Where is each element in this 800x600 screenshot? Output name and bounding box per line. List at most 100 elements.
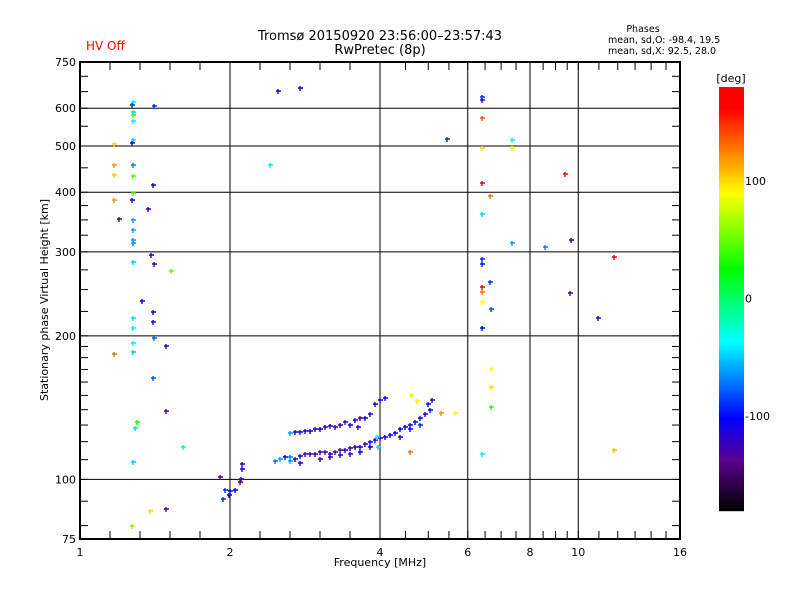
colorbar-band — [719, 169, 744, 172]
data-point — [149, 253, 154, 258]
data-point — [489, 307, 494, 312]
colorbar-band — [719, 439, 744, 442]
data-point — [368, 445, 373, 450]
colorbar-band — [719, 341, 744, 344]
colorbar-band — [719, 253, 744, 256]
data-point — [489, 385, 494, 390]
data-point — [376, 445, 381, 450]
data-point — [135, 420, 140, 425]
colorbar-band — [719, 267, 744, 270]
data-point — [338, 423, 343, 428]
colorbar-band — [719, 505, 744, 508]
phases-stats-x: mean, sd,X: 92.5, 28.0 — [608, 46, 716, 57]
data-point — [130, 103, 135, 108]
data-point — [308, 452, 313, 457]
data-point — [298, 454, 303, 459]
colorbar-band — [719, 437, 744, 440]
colorbar-band — [719, 215, 744, 218]
colorbar-band — [719, 145, 744, 148]
colorbar-band — [719, 429, 744, 432]
data-point — [318, 450, 323, 455]
colorbar-band — [719, 337, 744, 340]
data-point — [489, 405, 494, 410]
data-point — [348, 446, 353, 451]
data-point — [288, 459, 293, 464]
data-point — [131, 228, 136, 233]
colorbar-band — [719, 101, 744, 104]
colorbar-band — [719, 251, 744, 254]
colorbar-band — [719, 317, 744, 320]
colorbar-band — [719, 185, 744, 188]
data-point — [308, 429, 313, 434]
data-point — [358, 445, 363, 450]
data-point — [140, 299, 145, 304]
colorbar-band — [719, 189, 744, 192]
colorbar-band — [719, 397, 744, 400]
data-point — [238, 480, 243, 485]
x-axis-label: Frequency [MHz] — [334, 556, 426, 569]
colorbar-band — [719, 207, 744, 210]
colorbar-band — [719, 489, 744, 492]
colorbar-band — [719, 165, 744, 168]
colorbar-band — [719, 483, 744, 486]
colorbar-band — [719, 491, 744, 494]
colorbar-band — [719, 345, 744, 348]
colorbar-band — [719, 117, 744, 120]
colorbar-band — [719, 263, 744, 266]
colorbar-band — [719, 423, 744, 426]
data-point — [323, 425, 328, 430]
colorbar-band — [719, 201, 744, 204]
data-point — [151, 320, 156, 325]
data-point — [445, 137, 450, 142]
colorbar-band — [719, 257, 744, 260]
data-point — [239, 477, 244, 482]
colorbar-tick-label: 0 — [745, 293, 752, 306]
data-point — [398, 427, 403, 432]
data-point — [510, 241, 515, 246]
data-point — [313, 452, 318, 457]
colorbar-band — [719, 403, 744, 406]
phases-stats-o: mean, sd,O: -98.4, 19.5 — [608, 35, 720, 46]
data-point — [323, 450, 328, 455]
colorbar-band — [719, 309, 744, 312]
colorbar-band — [719, 227, 744, 230]
colorbar-band — [719, 381, 744, 384]
data-point — [303, 452, 308, 457]
colorbar-band — [719, 103, 744, 106]
data-point — [283, 455, 288, 460]
x-tick-label: 8 — [527, 546, 534, 559]
colorbar-band — [719, 91, 744, 94]
colorbar-band — [719, 339, 744, 342]
colorbar-band — [719, 373, 744, 376]
colorbar-band — [719, 221, 744, 224]
colorbar-band — [719, 97, 744, 100]
data-point — [612, 448, 617, 453]
colorbar-band — [719, 307, 744, 310]
data-point — [368, 412, 373, 417]
colorbar-band — [719, 123, 744, 126]
data-point — [131, 100, 136, 105]
colorbar-band — [719, 195, 744, 198]
data-point — [318, 427, 323, 432]
colorbar-band — [719, 371, 744, 374]
data-point — [328, 424, 333, 429]
data-point — [403, 425, 408, 430]
data-point — [112, 352, 117, 357]
colorbar-band — [719, 255, 744, 258]
colorbar-band — [719, 135, 744, 138]
data-point — [152, 104, 157, 109]
data-point — [480, 146, 485, 151]
colorbar-band — [719, 143, 744, 146]
colorbar-band — [719, 141, 744, 144]
colorbar-band — [719, 217, 744, 220]
colorbar-band — [719, 239, 744, 242]
data-point — [543, 245, 548, 250]
data-point — [378, 398, 383, 403]
colorbar-band — [719, 131, 744, 134]
data-point — [423, 412, 428, 417]
data-point — [428, 408, 433, 413]
colorbar-band — [719, 451, 744, 454]
data-point — [273, 459, 278, 464]
colorbar-band — [719, 443, 744, 446]
